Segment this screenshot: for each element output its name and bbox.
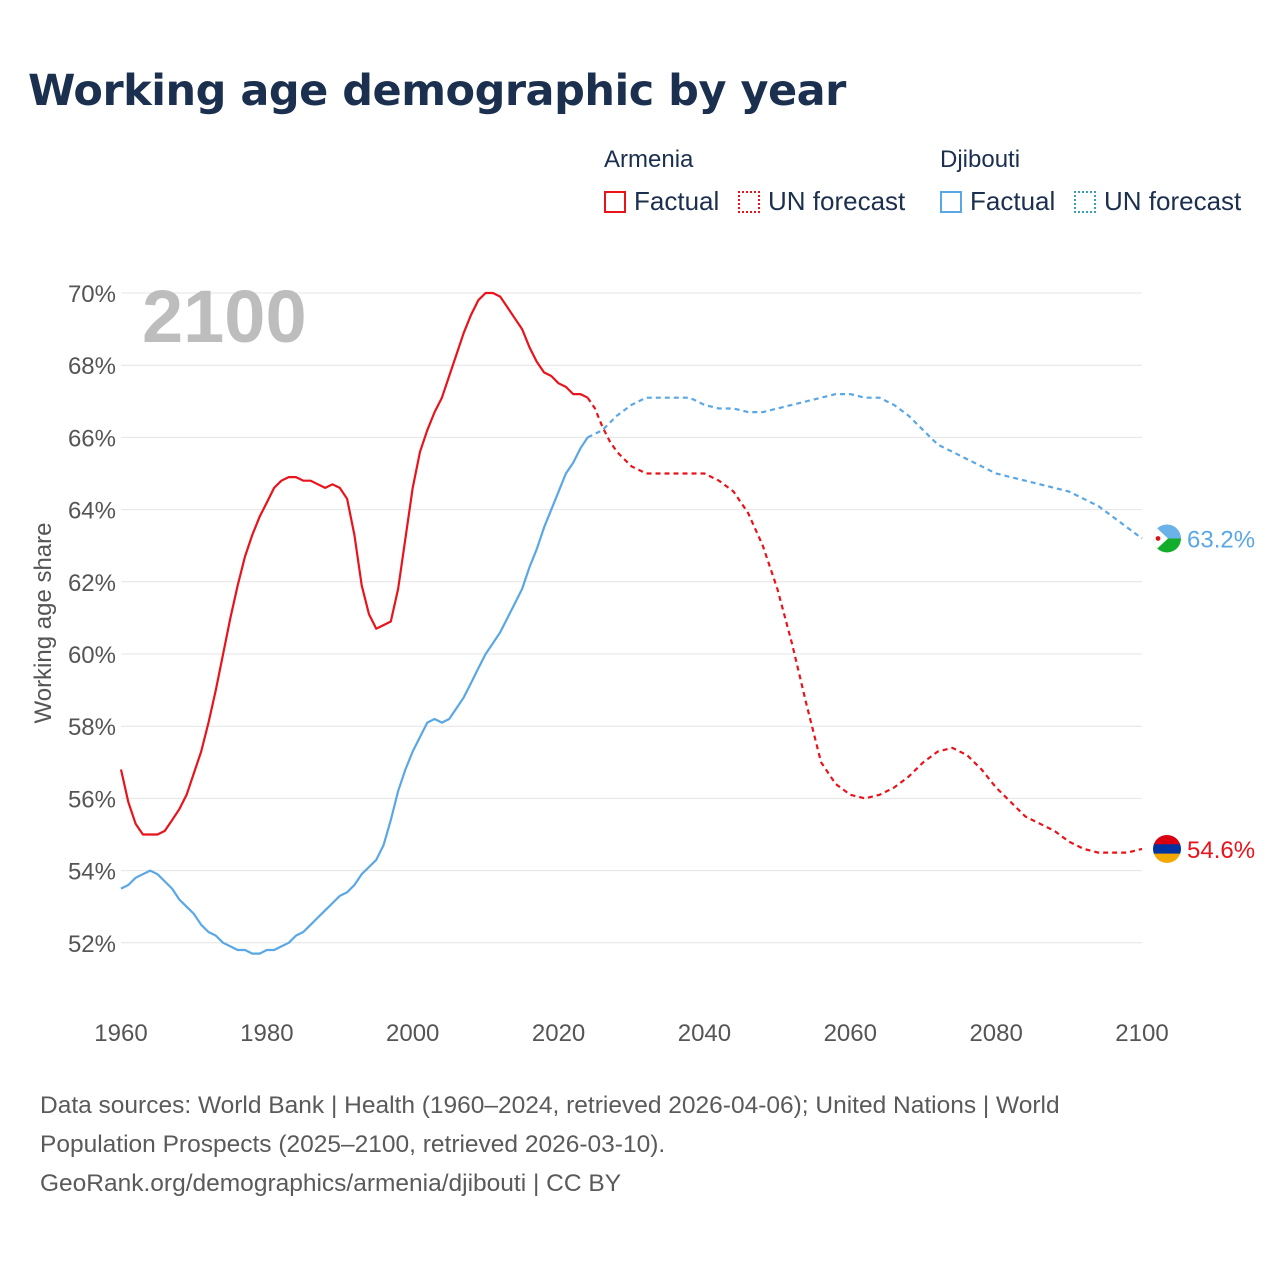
y-tick-label: 62% bbox=[68, 570, 116, 597]
legend-armenia-forecast[interactable]: UN forecast bbox=[738, 186, 905, 217]
end-labels: 54.6% 63.2% bbox=[1153, 524, 1255, 864]
y-axis-label: Working age share bbox=[30, 523, 57, 724]
x-tick-label: 2000 bbox=[386, 1020, 439, 1047]
y-axis: 52% 54% 56% 58% 60% 62% 64% 66% 68% 70% bbox=[68, 281, 116, 958]
legend-swatch-solid bbox=[940, 190, 962, 213]
legend-label: Factual bbox=[634, 186, 720, 216]
y-tick-label: 68% bbox=[68, 353, 116, 380]
legend-label: UN forecast bbox=[1104, 186, 1242, 216]
x-tick-label: 1980 bbox=[240, 1020, 293, 1047]
y-tick-label: 58% bbox=[68, 714, 116, 741]
y-tick-label: 56% bbox=[68, 786, 116, 813]
x-tick-label: 2020 bbox=[532, 1020, 585, 1047]
source-line-2: Population Prospects (2025–2100, retriev… bbox=[40, 1131, 666, 1158]
legend-djibouti-factual[interactable]: Factual bbox=[940, 186, 1055, 217]
series-djibouti-forecast[interactable] bbox=[587, 393, 1143, 540]
legend-group-armenia: Armenia bbox=[604, 146, 694, 173]
end-label-armenia: 54.6% bbox=[1187, 837, 1255, 864]
x-tick-label: 1960 bbox=[94, 1020, 147, 1047]
gridlines bbox=[121, 292, 1142, 944]
x-tick-label: 2100 bbox=[1115, 1020, 1168, 1047]
legend-group-djibouti: Djibouti bbox=[940, 146, 1021, 173]
y-tick-label: 66% bbox=[68, 425, 116, 452]
legend-swatch-dotted bbox=[1074, 190, 1096, 213]
series-armenia-factual[interactable] bbox=[119, 291, 589, 836]
chart-title: Working age demographic by year bbox=[28, 66, 846, 116]
legend-label: Factual bbox=[970, 186, 1056, 216]
attribution-line[interactable]: GeoRank.org/demographics/armenia/djibout… bbox=[40, 1170, 622, 1197]
legend-armenia-factual[interactable]: Factual bbox=[604, 186, 719, 217]
flag-armenia-icon bbox=[1153, 834, 1181, 863]
flag-djibouti-icon bbox=[1153, 524, 1181, 553]
x-axis: 1960 1980 2000 2020 2040 2060 2080 2100 bbox=[94, 1020, 1168, 1047]
footer: Data sources: World Bank | Health (1960–… bbox=[40, 1086, 1240, 1203]
legend-swatch-solid bbox=[604, 190, 626, 213]
year-watermark: 2100 bbox=[142, 275, 307, 358]
end-label-djibouti: 63.2% bbox=[1187, 526, 1255, 553]
y-tick-label: 60% bbox=[68, 642, 116, 669]
x-tick-label: 2060 bbox=[824, 1020, 877, 1047]
legend-swatch-dotted bbox=[738, 190, 760, 213]
y-tick-label: 52% bbox=[68, 931, 116, 958]
y-tick-label: 54% bbox=[68, 859, 116, 886]
y-tick-label: 64% bbox=[68, 498, 116, 525]
series-armenia-forecast[interactable] bbox=[586, 397, 1143, 854]
line-chart: 2100 52% 54% 56% 58% 60% 62% 64% 66% 68% 70% 1960… bbox=[30, 275, 1255, 1047]
y-tick-label: 70% bbox=[68, 281, 116, 308]
source-line-1: Data sources: World Bank | Health (1960–… bbox=[40, 1092, 1060, 1119]
x-tick-label: 2080 bbox=[969, 1020, 1022, 1047]
series-lines bbox=[119, 291, 1143, 955]
x-tick-label: 2040 bbox=[678, 1020, 731, 1047]
series-djibouti-factual[interactable] bbox=[120, 436, 589, 955]
legend-label: UN forecast bbox=[768, 186, 906, 216]
legend-djibouti-forecast[interactable]: UN forecast bbox=[1074, 186, 1241, 217]
